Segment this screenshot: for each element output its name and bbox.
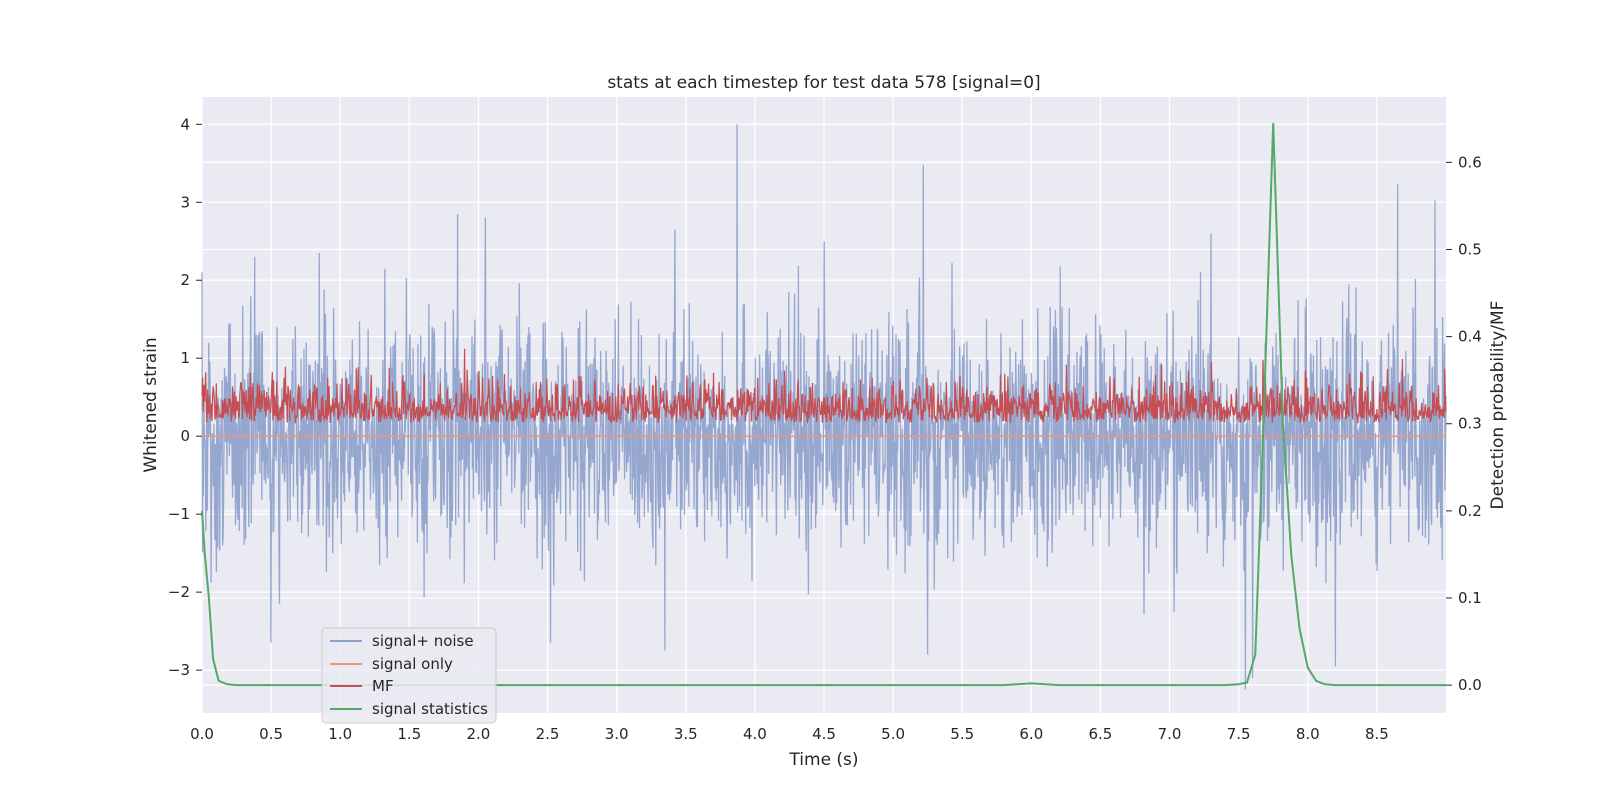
y2-tick-label: 0.6	[1458, 153, 1482, 171]
y2-tick-label: 0.5	[1458, 240, 1482, 258]
y-axis-left: 4 3 2 1 0 −1 −2 −3	[168, 115, 202, 679]
x-tick-label: 5.0	[881, 725, 905, 743]
x-tick-label: 1.0	[328, 725, 352, 743]
x-tick-label: 3.0	[605, 725, 629, 743]
y-tick-label: −2	[168, 583, 190, 601]
x-tick-label: 2.5	[536, 725, 560, 743]
y-tick-label: 1	[180, 349, 190, 367]
y2-tick-label: 0.2	[1458, 502, 1482, 520]
y-tick-label: −1	[168, 505, 190, 523]
x-tick-label: 6.0	[1019, 725, 1043, 743]
series-mf-line	[201, 348, 1447, 425]
legend-label-signal-statistics: signal statistics	[372, 700, 488, 718]
series-signal-noise-line	[201, 124, 1447, 690]
y-tick-label: 3	[180, 193, 190, 211]
y-tick-label: −3	[168, 661, 190, 679]
x-tick-label: 8.5	[1365, 725, 1389, 743]
x-tick-label: 3.5	[674, 725, 698, 743]
y2-tick-label: 0.1	[1458, 589, 1482, 607]
x-axis: 0.0 0.5 1.0 1.5 2.0 2.5 3.0 3.5 4.0 4.5 5.0 5.5 6.0 6…	[190, 725, 1389, 743]
x-tick-label: 5.5	[950, 725, 974, 743]
x-tick-label: 7.5	[1227, 725, 1251, 743]
y-tick-label: 4	[180, 115, 190, 133]
y2-tick-label: 0.4	[1458, 328, 1482, 346]
plot-area	[201, 123, 1447, 690]
x-tick-label: 7.0	[1158, 725, 1182, 743]
x-tick-label: 6.5	[1089, 725, 1113, 743]
x-axis-label: Time (s)	[788, 750, 858, 770]
y2-tick-label: 0.0	[1458, 676, 1482, 694]
legend-label-signal-noise: signal+ noise	[372, 632, 474, 650]
x-tick-label: 4.5	[812, 725, 836, 743]
y2-axis-label: Detection probability/MF	[1488, 301, 1508, 510]
x-tick-label: 8.0	[1296, 725, 1320, 743]
x-tick-label: 0.0	[190, 725, 214, 743]
y2-tick-label: 0.3	[1458, 415, 1482, 433]
legend-label-mf: MF	[372, 677, 394, 695]
x-tick-label: 0.5	[259, 725, 283, 743]
y-tick-label: 0	[180, 427, 190, 445]
x-tick-label: 1.5	[397, 725, 421, 743]
x-tick-label: 2.0	[467, 725, 491, 743]
series-signal-statistics-line	[201, 123, 1446, 687]
y-tick-label: 2	[180, 271, 190, 289]
x-tick-label: 4.0	[743, 725, 767, 743]
y-axis-label: Whitened strain	[141, 337, 161, 472]
y-axis-right: 0.6 0.5 0.4 0.3 0.2 0.1 0.0	[1446, 153, 1482, 694]
legend-box	[321, 627, 497, 724]
chart-title: stats at each timestep for test data 578…	[607, 73, 1040, 93]
legend: signal+ noise signal only MF signal stat…	[321, 627, 497, 724]
legend-label-signal-only: signal only	[372, 655, 453, 673]
